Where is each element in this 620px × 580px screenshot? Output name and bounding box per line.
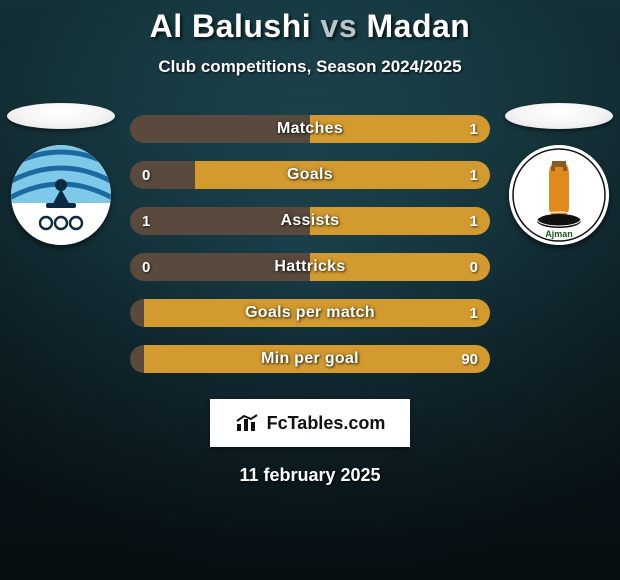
page-title: Al Balushi vs Madan	[150, 8, 471, 45]
left-side-column	[6, 103, 116, 245]
right-side-column: Ajman	[504, 103, 614, 245]
subtitle: Club competitions, Season 2024/2025	[158, 57, 461, 77]
player2-headshot-placeholder	[505, 103, 613, 129]
title-player1: Al Balushi	[150, 8, 311, 44]
bar-label: Min per goal	[130, 345, 490, 373]
club-badge-left-icon	[11, 145, 111, 245]
bar-row: 1Goals per match	[130, 299, 490, 327]
player1-club-badge	[11, 145, 111, 245]
bar-row: 00Hattricks	[130, 253, 490, 281]
bar-label: Goals per match	[130, 299, 490, 327]
brand-chart-icon	[235, 413, 261, 433]
footer-date: 11 february 2025	[239, 465, 380, 486]
club-badge-right-icon: Ajman	[509, 145, 609, 245]
brand-badge: FcTables.com	[210, 399, 410, 447]
comparison-arena: Ajman 1Matches 01Goals 11Assists 00Hattrick…	[0, 115, 620, 373]
comparison-bars: 1Matches 01Goals 11Assists 00Hattricks 1Goal…	[130, 115, 490, 373]
brand-text: FcTables.com	[267, 413, 386, 434]
bar-label: Assists	[130, 207, 490, 235]
bar-row: 11Assists	[130, 207, 490, 235]
player1-headshot-placeholder	[7, 103, 115, 129]
bar-label: Hattricks	[130, 253, 490, 281]
svg-text:Ajman: Ajman	[545, 229, 573, 239]
content-wrapper: Al Balushi vs Madan Club competitions, S…	[0, 0, 620, 580]
bar-label: Goals	[130, 161, 490, 189]
bar-label: Matches	[130, 115, 490, 143]
bar-row: 01Goals	[130, 161, 490, 189]
bar-row: 1Matches	[130, 115, 490, 143]
title-vs: vs	[321, 8, 358, 44]
title-player2: Madan	[367, 8, 471, 44]
bar-row: 90Min per goal	[130, 345, 490, 373]
player2-club-badge: Ajman	[509, 145, 609, 245]
